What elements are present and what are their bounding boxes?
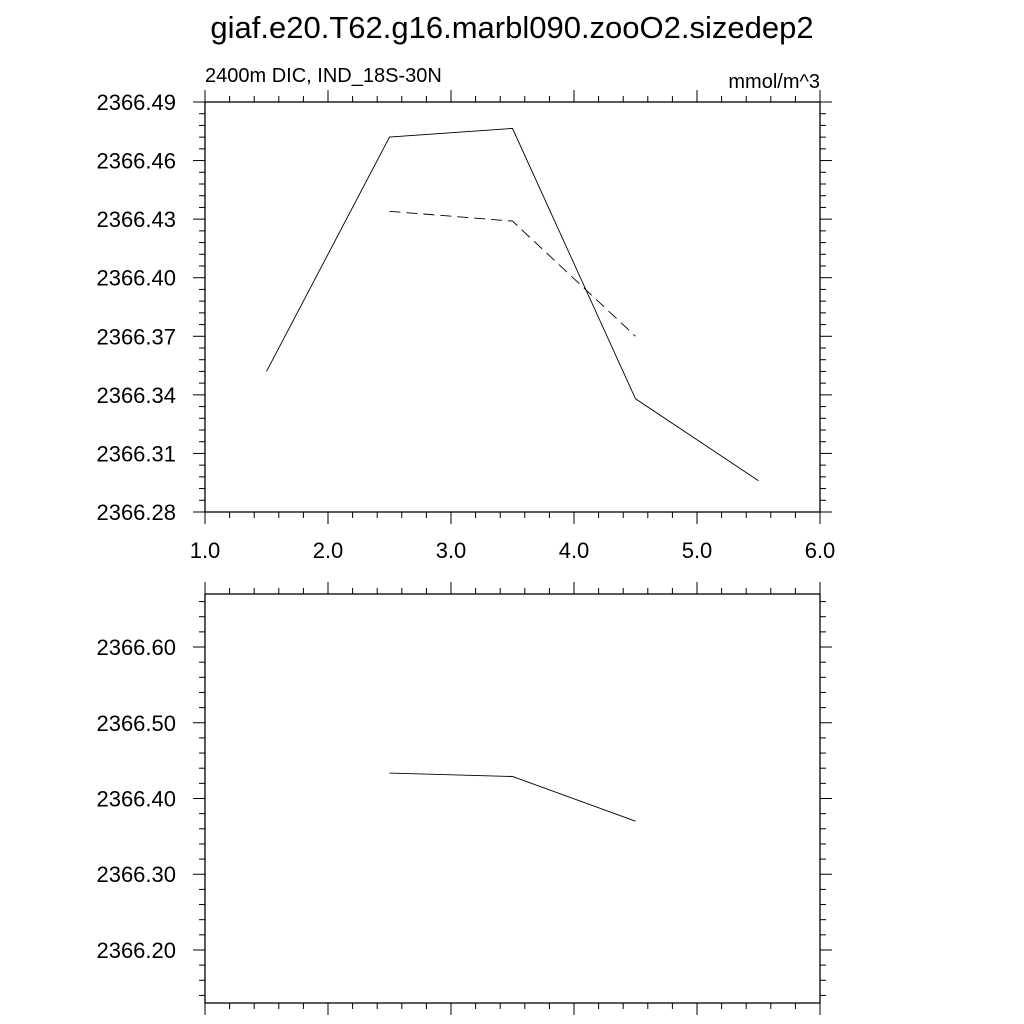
- x-tick-label: 6.0: [805, 538, 836, 563]
- y-tick-label: 2366.40: [96, 266, 176, 291]
- bottom-panel: 2366.20 2366.30 2366.40 2366.50 2366.60: [96, 582, 832, 1015]
- plot-frame: [204, 101, 821, 513]
- y-tick-label: 2366.31: [96, 441, 176, 466]
- y-tick-label: 2366.28: [96, 500, 176, 525]
- x-tick-label: 1.0: [190, 538, 221, 563]
- series-line-solid: [389, 772, 636, 822]
- x-tick-label: 4.0: [559, 538, 590, 563]
- panel-subtitle-left: 2400m DIC, IND_18S-30N: [205, 65, 442, 87]
- y-tick-label: 2366.40: [96, 787, 176, 812]
- x-tick-label: 5.0: [682, 538, 713, 563]
- panel-subtitle-right: mmol/m^3: [728, 71, 820, 93]
- plot-frame: [204, 593, 821, 1004]
- x-tick-label: 2.0: [313, 538, 344, 563]
- y-tick-label: 2366.50: [96, 711, 176, 736]
- figure-title: giaf.e20.T62.g16.marbl090.zooO2.sizedep2: [210, 10, 813, 45]
- y-tick-label: 2366.60: [96, 635, 176, 660]
- y-tick-label: 2366.34: [96, 383, 176, 408]
- y-tick-label: 2366.37: [96, 324, 176, 349]
- top-panel: 2366.28 2366.31 2366.34 2366.37 2366.40 2366.…: [96, 65, 835, 563]
- y-tick-label: 2366.43: [96, 207, 176, 232]
- series-line-dashed: [389, 210, 636, 337]
- y-tick-label: 2366.30: [96, 862, 176, 887]
- y-tick-label: 2366.46: [96, 149, 176, 174]
- y-tick-label: 2366.49: [96, 90, 176, 115]
- x-tick-label: 3.0: [436, 538, 467, 563]
- series-line-solid: [266, 127, 759, 482]
- y-tick-label: 2366.20: [96, 938, 176, 963]
